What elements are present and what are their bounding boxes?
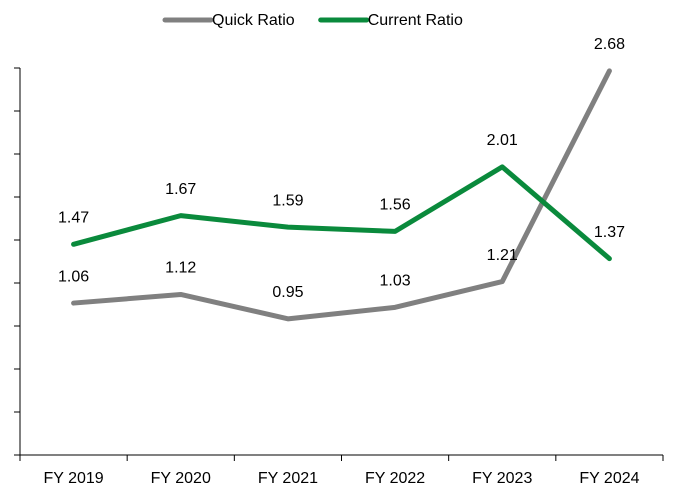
x-tick-label: FY 2020 bbox=[151, 470, 211, 487]
series-line bbox=[71, 68, 612, 322]
data-label: 1.03 bbox=[380, 273, 411, 290]
data-label: 1.21 bbox=[487, 247, 518, 264]
legend-label: Quick Ratio bbox=[212, 12, 295, 29]
data-label: 1.47 bbox=[58, 210, 89, 227]
x-tick-label: FY 2024 bbox=[579, 470, 639, 487]
series-line bbox=[71, 164, 612, 262]
data-label: 1.67 bbox=[165, 181, 196, 198]
data-label: 0.95 bbox=[272, 284, 303, 301]
legend-label: Current Ratio bbox=[368, 12, 463, 29]
x-tick-label: FY 2019 bbox=[43, 470, 103, 487]
data-label: 1.06 bbox=[58, 268, 89, 285]
data-label: 1.56 bbox=[380, 197, 411, 214]
data-label: 1.59 bbox=[272, 192, 303, 209]
data-label: 1.37 bbox=[594, 224, 625, 241]
data-label: 2.68 bbox=[594, 36, 625, 53]
data-label: 2.01 bbox=[487, 132, 518, 149]
data-label: 1.12 bbox=[165, 260, 196, 277]
x-tick-label: FY 2022 bbox=[365, 470, 425, 487]
x-tick-label: FY 2021 bbox=[258, 470, 318, 487]
x-tick-label: FY 2023 bbox=[472, 470, 532, 487]
